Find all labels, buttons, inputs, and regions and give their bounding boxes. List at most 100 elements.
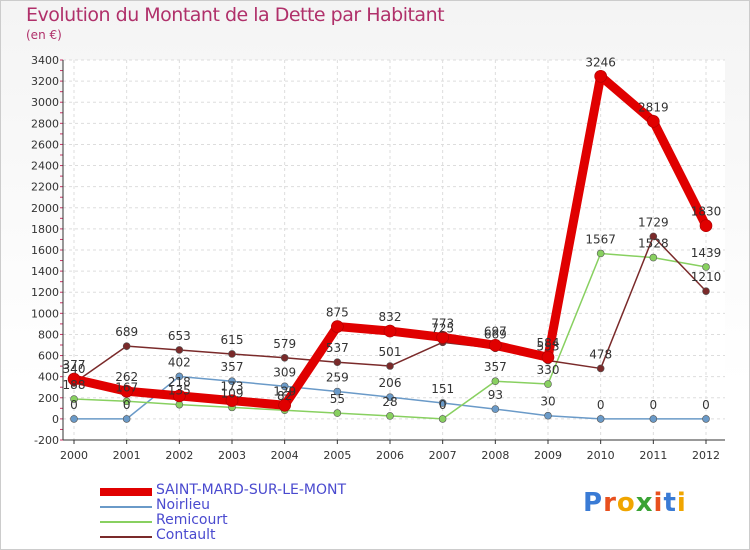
- y-tick-label: 2000: [31, 202, 59, 215]
- y-tick-label: 1000: [31, 307, 59, 320]
- data-label: 1830: [691, 205, 722, 219]
- chart-subtitle: (en €): [26, 28, 62, 42]
- data-point: [122, 415, 131, 423]
- x-tick-label: 2005: [323, 449, 351, 462]
- data-point: [228, 377, 236, 386]
- data-label: 55: [330, 392, 345, 406]
- data-point: [594, 69, 607, 83]
- legend-label: Remicourt: [156, 512, 228, 528]
- data-label: 1439: [691, 246, 722, 260]
- data-point: [120, 384, 133, 398]
- y-tick-label: 800: [38, 328, 59, 341]
- data-point: [438, 399, 447, 407]
- y-tick-label: 0: [52, 413, 59, 426]
- data-label: 259: [326, 371, 349, 385]
- data-point: [386, 362, 394, 370]
- data-label: 330: [537, 363, 560, 377]
- data-point: [649, 415, 658, 423]
- data-label: 0: [597, 398, 605, 412]
- data-point: [702, 415, 710, 423]
- y-tick-label: 2600: [31, 138, 59, 151]
- data-point: [280, 353, 289, 362]
- data-point: [175, 346, 184, 354]
- data-point: [438, 415, 447, 423]
- data-label: 669: [484, 327, 507, 341]
- line-chart: -200020040060080010001200140016001800200…: [31, 54, 725, 462]
- data-point: [544, 380, 552, 388]
- data-point: [491, 405, 500, 413]
- x-tick-label: 2001: [113, 449, 141, 462]
- y-tick-label: 3000: [31, 96, 59, 109]
- data-label: 262: [115, 370, 138, 384]
- legend-swatch: [100, 488, 152, 496]
- data-point: [70, 415, 78, 423]
- y-tick-label: 2400: [31, 160, 59, 173]
- data-label: 129: [273, 384, 296, 398]
- data-label: 135: [168, 384, 191, 398]
- data-label: 0: [650, 398, 658, 412]
- logo-letter: x: [635, 488, 654, 518]
- data-label: 689: [115, 325, 138, 339]
- data-label: 725: [431, 321, 454, 335]
- data-point: [702, 263, 710, 271]
- data-label: 340: [63, 362, 86, 376]
- y-tick-label: 1800: [31, 223, 59, 236]
- chart-title: Evolution du Montant de la Dette par Hab…: [26, 4, 445, 26]
- data-label: 1528: [638, 237, 669, 251]
- x-tick-label: 2012: [692, 449, 720, 462]
- legend-swatch: [100, 521, 152, 523]
- x-tick-label: 2003: [218, 449, 246, 462]
- x-tick-label: 2007: [429, 449, 457, 462]
- x-tick-label: 2006: [376, 449, 404, 462]
- data-label: 109: [221, 386, 244, 400]
- legend-swatch: [100, 506, 152, 508]
- y-tick-label: 1400: [31, 265, 59, 278]
- data-label: 188: [63, 378, 86, 392]
- data-label: 3246: [585, 55, 616, 69]
- logo-letter: i: [653, 488, 664, 518]
- data-label: 0: [70, 398, 78, 412]
- data-point: [333, 409, 342, 417]
- y-tick-label: 3200: [31, 75, 59, 88]
- data-point: [649, 232, 658, 241]
- legend-swatch: [100, 536, 152, 538]
- data-label: 1210: [691, 270, 722, 284]
- data-label: 309: [273, 365, 296, 379]
- data-label: 167: [115, 380, 138, 394]
- data-point: [596, 415, 605, 423]
- y-tick-label: 1200: [31, 286, 59, 299]
- data-label: 615: [221, 333, 244, 347]
- data-label: 0: [123, 398, 131, 412]
- data-point: [383, 324, 397, 338]
- data-label: 357: [484, 360, 507, 374]
- data-label: 537: [326, 341, 349, 355]
- data-point: [70, 395, 78, 403]
- data-point: [386, 412, 394, 420]
- data-point: [173, 389, 186, 403]
- data-point: [67, 372, 81, 386]
- x-tick-label: 2011: [639, 449, 667, 462]
- data-label: 1567: [585, 232, 616, 246]
- data-label: 357: [221, 360, 244, 374]
- data-label: 0: [702, 398, 710, 412]
- data-label: 773: [431, 316, 454, 330]
- logo-letter: t: [663, 488, 677, 518]
- y-tick-label: 400: [38, 371, 59, 384]
- data-label: 653: [168, 329, 191, 343]
- data-point: [122, 397, 131, 406]
- data-label: 2819: [638, 100, 669, 114]
- data-label: 875: [326, 306, 349, 320]
- data-point: [386, 393, 394, 401]
- data-point: [333, 358, 342, 367]
- data-point: [647, 115, 660, 128]
- data-label: 377: [63, 358, 86, 372]
- data-label: 1729: [638, 215, 669, 229]
- data-label: 30: [540, 395, 555, 409]
- data-label: 697: [484, 324, 507, 338]
- data-label: 584: [537, 336, 560, 350]
- data-label: 553: [537, 340, 560, 354]
- x-tick-label: 2010: [587, 449, 615, 462]
- data-point: [491, 377, 500, 386]
- data-point: [596, 364, 605, 373]
- data-point: [541, 350, 555, 364]
